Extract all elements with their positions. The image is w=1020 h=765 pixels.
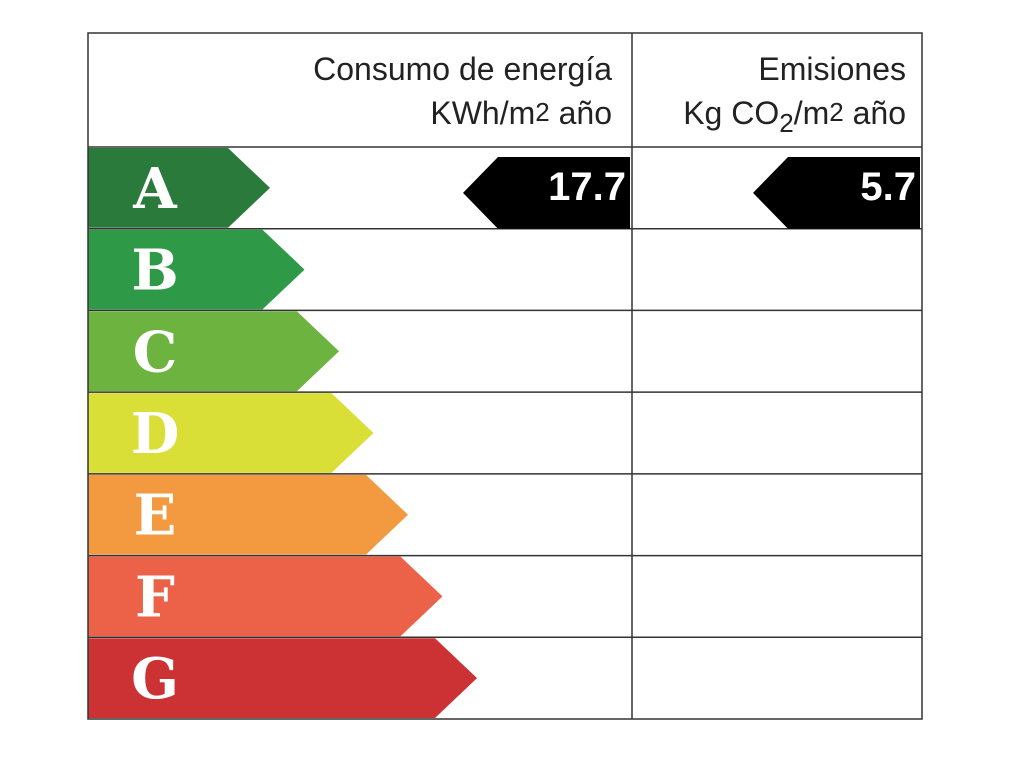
unit-part: Kg CO [683, 95, 779, 131]
unit-part: KWh/m [430, 95, 535, 131]
unit-part: 2 [779, 108, 793, 138]
rating-value: 17.7 [548, 165, 626, 209]
energy-unit: KWh/m2 año [430, 95, 612, 131]
class-letter: A [132, 156, 178, 222]
class-letter: E [134, 483, 177, 549]
unit-part: /m [794, 95, 830, 131]
unit-part: 2 [535, 97, 549, 127]
class-arrow [88, 229, 305, 310]
class-arrow [88, 393, 374, 473]
energy-title: Consumo de energía [313, 51, 612, 87]
class-arrow [88, 638, 477, 718]
class-letter: G [131, 646, 179, 712]
rating-arrow [463, 157, 630, 229]
rating-value: 5.7 [860, 165, 916, 209]
class-letter: F [135, 564, 175, 630]
class-letter: C [133, 319, 178, 385]
class-arrow [88, 556, 443, 637]
class-arrow [88, 311, 339, 392]
rating-arrow [753, 157, 920, 229]
unit-part: año [550, 95, 612, 131]
unit-part: 2 [829, 97, 843, 127]
class-arrow [88, 148, 270, 228]
frame [87, 32, 923, 720]
emissions-title: Emisiones [758, 51, 906, 87]
emissions-unit: Kg CO2/m2 año [683, 95, 906, 138]
class-arrow [88, 474, 408, 555]
class-letter: D [131, 401, 180, 467]
class-letter: B [131, 238, 178, 304]
unit-part: año [844, 95, 906, 131]
